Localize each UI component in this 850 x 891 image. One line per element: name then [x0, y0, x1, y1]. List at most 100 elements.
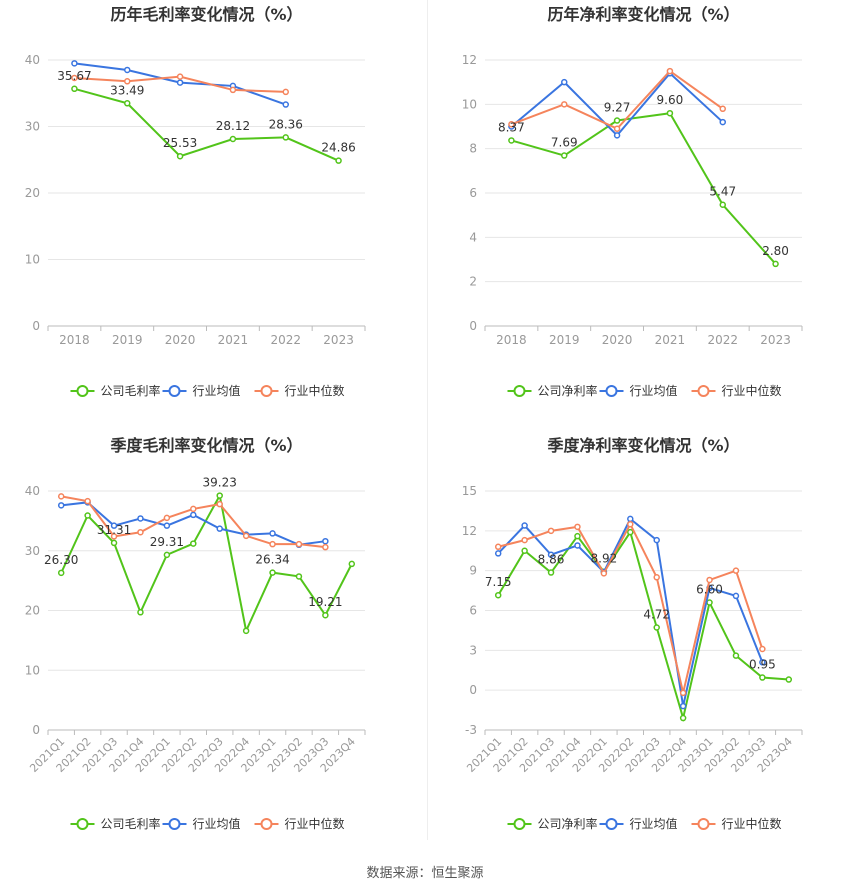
data-point	[772, 260, 779, 268]
data-point	[719, 118, 726, 126]
y-tick-label: 30	[25, 544, 40, 558]
legend-marker[interactable]	[513, 818, 526, 830]
legend-marker[interactable]	[76, 385, 89, 397]
legend-label[interactable]: 行业均值	[193, 816, 241, 831]
data-point	[110, 539, 118, 547]
y-tick-label: 10	[25, 663, 40, 677]
x-tick-label: 2022	[707, 333, 738, 347]
data-point	[627, 528, 634, 536]
x-tick-label: 2018	[59, 333, 90, 347]
chart-1: 历年毛利率变化情况（%） 0 10 20 30 40 2018 2019 2020 2021 202…	[25, 5, 366, 398]
legend-label[interactable]: 行业均值	[193, 383, 241, 398]
data-point	[137, 528, 144, 536]
data-point	[494, 550, 502, 557]
data-point	[124, 100, 131, 107]
data-point	[71, 85, 78, 93]
data-point	[190, 511, 197, 519]
y-tick-label: 0	[32, 319, 40, 333]
x-tick-label: 2020	[602, 333, 633, 347]
y-tick-label: 20	[25, 604, 40, 618]
chart-title: 历年毛利率变化情况（%）	[110, 5, 302, 24]
legend-marker[interactable]	[697, 818, 710, 830]
data-point	[759, 645, 766, 653]
legend: 公司毛利率 行业均值 行业中位数	[70, 816, 345, 831]
y-tick-label: 12	[462, 53, 477, 67]
data-point	[732, 592, 740, 600]
data-point	[295, 540, 303, 548]
data-point	[335, 157, 342, 164]
legend: 公司毛利率 行业均值 行业中位数	[70, 383, 345, 398]
legend-marker[interactable]	[513, 385, 526, 397]
legend-label[interactable]: 公司净利率	[538, 383, 598, 398]
data-point	[322, 537, 329, 545]
y-tick-label: 20	[25, 186, 40, 200]
data-point	[216, 525, 223, 532]
data-point	[163, 522, 171, 529]
legend-label[interactable]: 行业中位数	[722, 383, 782, 398]
chart-2: 历年净利率变化情况（%） 0 2 4 6 8 10 12 2018 2019 2020 2021 202…	[462, 5, 803, 398]
data-point	[282, 101, 289, 108]
data-point	[732, 652, 740, 659]
data-point	[653, 624, 660, 631]
legend-label[interactable]: 行业中位数	[722, 816, 782, 831]
x-tick-label: 2019	[549, 333, 580, 347]
legend-marker[interactable]	[260, 818, 273, 830]
legend-marker[interactable]	[605, 818, 618, 830]
data-point	[719, 105, 726, 113]
data-point	[348, 560, 356, 568]
data-point	[269, 540, 276, 548]
legend-marker[interactable]	[605, 385, 618, 397]
data-label: 0.95	[749, 658, 776, 672]
legend-marker[interactable]	[168, 818, 181, 830]
y-tick-label: 0	[32, 723, 40, 737]
legend-label[interactable]: 行业均值	[630, 383, 678, 398]
chart-title: 历年净利率变化情况（%）	[547, 5, 739, 24]
legend-label[interactable]: 行业中位数	[285, 816, 345, 831]
data-label: 8.92	[591, 552, 618, 566]
legend-label[interactable]: 行业中位数	[285, 383, 345, 398]
data-label: 28.12	[216, 119, 250, 133]
legend-label[interactable]: 公司净利率	[538, 816, 598, 831]
y-tick-label: 6	[469, 186, 477, 200]
y-tick-label: 4	[469, 230, 477, 244]
data-label: 4.72	[643, 607, 670, 621]
data-point	[190, 505, 197, 513]
data-label: 7.69	[551, 136, 578, 150]
legend-marker[interactable]	[168, 385, 181, 397]
x-tick-label: 2018	[496, 333, 527, 347]
x-tick-label: 2021	[655, 333, 686, 347]
y-tick-label: 8	[469, 142, 477, 156]
data-point	[574, 532, 581, 540]
data-point	[494, 591, 502, 599]
data-point	[759, 674, 766, 681]
data-point	[666, 109, 674, 117]
chart-4: 季度净利率变化情况（%）-3036912152021Q12021Q22021Q3…	[462, 436, 803, 831]
data-point	[229, 135, 237, 143]
data-point	[561, 101, 568, 108]
data-point	[627, 520, 634, 528]
data-source: 数据来源：恒生聚源	[366, 866, 484, 881]
data-label: 29.31	[150, 535, 184, 549]
data-point	[653, 536, 660, 544]
legend-label[interactable]: 行业均值	[630, 816, 678, 831]
data-point	[176, 152, 184, 160]
data-point	[163, 551, 171, 559]
data-point	[71, 60, 78, 67]
y-tick-label: 2	[469, 275, 477, 289]
legend-marker[interactable]	[260, 385, 273, 397]
data-point	[295, 573, 303, 580]
legend-marker[interactable]	[76, 818, 89, 830]
data-point	[508, 121, 515, 128]
data-point	[216, 500, 223, 508]
data-point	[627, 515, 634, 523]
data-label: 33.49	[110, 83, 144, 97]
legend-label[interactable]: 公司毛利率	[101, 816, 161, 831]
data-point	[785, 676, 793, 683]
data-point	[282, 88, 289, 96]
data-point	[190, 540, 197, 547]
y-tick-label: 30	[25, 120, 40, 134]
legend-marker[interactable]	[697, 385, 710, 397]
x-tick-label: 2020	[165, 333, 196, 347]
legend-label[interactable]: 公司毛利率	[101, 383, 161, 398]
data-point	[242, 532, 250, 540]
